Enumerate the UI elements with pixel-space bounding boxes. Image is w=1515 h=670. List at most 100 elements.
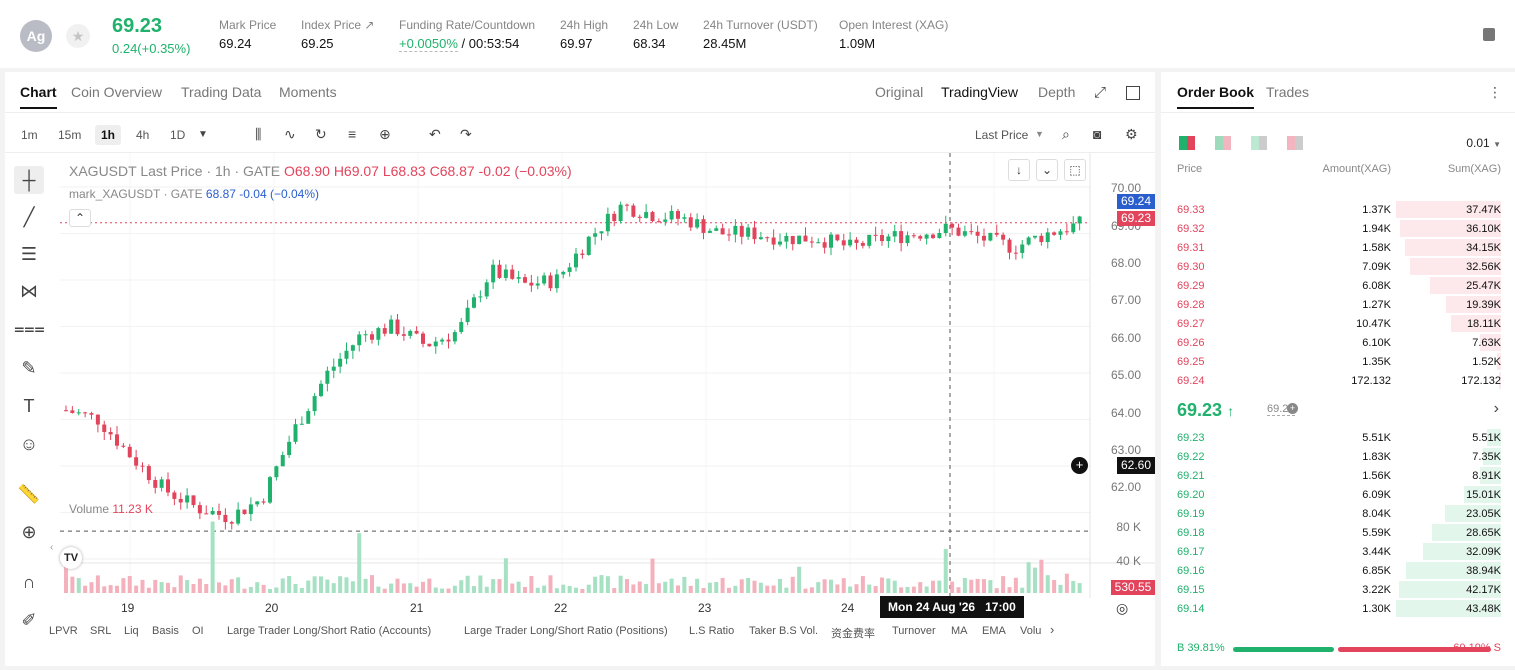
ask-row[interactable]: 69.30 7.09K 32.56K xyxy=(1161,257,1515,276)
indicator-taker-vol[interactable]: Taker B.S Vol. xyxy=(749,625,819,637)
tab-order-book[interactable]: Order Book xyxy=(1177,84,1255,109)
candle xyxy=(299,423,304,425)
ask-row[interactable]: 69.27 10.47K 18.11K xyxy=(1161,314,1515,333)
ruler-icon[interactable]: 📏 xyxy=(17,484,41,504)
volume-bar xyxy=(115,585,119,593)
ask-row[interactable]: 69.33 1.37K 37.47K xyxy=(1161,200,1515,219)
eraser-icon[interactable]: ✐ xyxy=(21,610,37,630)
search-icon[interactable]: ⌕ xyxy=(1062,126,1070,142)
price-type-select[interactable]: Last Price xyxy=(975,128,1029,142)
bid-row[interactable]: 69.14 1.30K 43.48K xyxy=(1161,599,1515,618)
ask-row[interactable]: 69.26 6.10K 7.63K xyxy=(1161,333,1515,352)
indicator-basis[interactable]: Basis xyxy=(152,625,179,637)
chevron-right-icon[interactable]: › xyxy=(1493,400,1499,417)
fullscreen-button[interactable]: ⬚ xyxy=(1064,159,1086,181)
chevron-right-icon[interactable]: › xyxy=(1050,622,1055,637)
zoom-in-icon[interactable]: ⊕ xyxy=(21,522,37,542)
tab-coin-overview[interactable]: Coin Overview xyxy=(71,84,163,100)
view-depth[interactable]: Depth xyxy=(1038,84,1076,100)
ask-row[interactable]: 69.29 6.08K 25.47K xyxy=(1161,276,1515,295)
tab-trades[interactable]: Trades xyxy=(1266,84,1310,100)
bid-row[interactable]: 69.23 5.51K 5.51K xyxy=(1161,428,1515,447)
ask-row[interactable]: 69.24 172.132 172.132 xyxy=(1161,371,1515,390)
volume-bar xyxy=(236,577,241,593)
more-icon[interactable]: ⋮ xyxy=(1488,84,1502,100)
magnet-icon[interactable]: ∩ xyxy=(22,572,36,592)
gear-icon[interactable]: ⚙ xyxy=(1125,126,1138,142)
ask-row[interactable]: 69.32 1.94K 36.10K xyxy=(1161,219,1515,238)
interval-15m[interactable]: 15m xyxy=(58,128,82,142)
camera-icon[interactable]: ◙ xyxy=(1093,126,1102,142)
bid-row[interactable]: 69.22 1.83K 7.35K xyxy=(1161,447,1515,466)
undo-icon[interactable]: ↶ xyxy=(429,126,441,142)
tab-chart[interactable]: Chart xyxy=(20,84,57,109)
ask-row[interactable]: 69.31 1.58K 34.15K xyxy=(1161,238,1515,257)
interval-1h[interactable]: 1h xyxy=(95,125,122,145)
channel-icon[interactable]: ☰ xyxy=(20,244,38,264)
indicator-volume[interactable]: Volu xyxy=(1020,625,1042,637)
expand-icon[interactable]: ⤢ xyxy=(1094,84,1107,101)
indicator-ema[interactable]: EMA xyxy=(982,625,1006,637)
indicator-ls-ratio[interactable]: L.S Ratio xyxy=(689,625,735,637)
text-icon[interactable]: T xyxy=(23,396,35,416)
indicator-ma[interactable]: MA xyxy=(951,625,968,637)
mid-price[interactable]: 69.23 ↑ xyxy=(1177,400,1234,421)
indicator-turnover[interactable]: Turnover xyxy=(892,625,936,637)
view-tradingview[interactable]: TradingView xyxy=(941,84,1019,100)
pattern-icon[interactable]: ⋈ xyxy=(20,281,38,301)
indicator-ltlsr-positions[interactable]: Large Trader Long/Short Ratio (Positions… xyxy=(464,625,668,637)
bid-row[interactable]: 69.16 6.85K 38.94K xyxy=(1161,561,1515,580)
bid-row[interactable]: 69.15 3.22K 42.17K xyxy=(1161,580,1515,599)
emoji-icon[interactable]: ☺ xyxy=(19,434,39,454)
interval-4h[interactable]: 4h xyxy=(136,128,150,142)
chevron-down-icon[interactable]: ▼ xyxy=(198,129,208,140)
bid-row[interactable]: 69.21 1.56K 8.91K xyxy=(1161,466,1515,485)
compare-icon[interactable]: ↻ xyxy=(315,126,327,142)
bid-row[interactable]: 69.19 8.04K 23.05K xyxy=(1161,504,1515,523)
bid-row[interactable]: 69.17 3.44K 32.09K xyxy=(1161,542,1515,561)
indicator-ltlsr-accounts[interactable]: Large Trader Long/Short Ratio (Accounts) xyxy=(227,625,432,637)
fib-icon[interactable]: ⩶ xyxy=(14,318,45,338)
collapse-button[interactable]: ⌄ xyxy=(1036,159,1058,181)
indicators-icon[interactable]: ∿ xyxy=(284,126,296,142)
view-bids-icon[interactable] xyxy=(1215,136,1231,150)
favorite-star-icon[interactable]: ★ xyxy=(66,24,90,48)
view-asks-icon[interactable] xyxy=(1287,136,1303,150)
chevron-left-icon[interactable]: ‹ xyxy=(50,542,54,553)
view-split-icon[interactable] xyxy=(1251,136,1267,150)
tick-size-select[interactable]: 0.01 ▼ xyxy=(1466,136,1501,150)
redo-icon[interactable]: ↷ xyxy=(460,126,472,142)
add-order-icon[interactable]: + xyxy=(1071,457,1088,474)
bid-row[interactable]: 69.18 5.59K 28.65K xyxy=(1161,523,1515,542)
ask-row[interactable]: 69.28 1.27K 19.39K xyxy=(1161,295,1515,314)
indicator-liq[interactable]: Liq xyxy=(124,625,139,637)
indicator-oi[interactable]: OI xyxy=(192,625,204,637)
candles-icon[interactable]: ⫼ xyxy=(255,126,262,142)
bid-row[interactable]: 69.20 6.09K 15.01K xyxy=(1161,485,1515,504)
scroll-down-button[interactable]: ↓ xyxy=(1008,159,1030,181)
tab-trading-data[interactable]: Trading Data xyxy=(181,84,262,100)
brush-icon[interactable]: ✎ xyxy=(21,358,37,378)
interval-1m[interactable]: 1m xyxy=(21,128,38,142)
indicator-srl[interactable]: SRL xyxy=(90,625,112,637)
crosshair-icon[interactable]: ┼ xyxy=(14,166,44,194)
trend-line-icon[interactable]: ╱ xyxy=(23,207,35,227)
price-chart[interactable] xyxy=(60,153,1155,598)
interval-1d[interactable]: 1D xyxy=(170,128,186,142)
view-original[interactable]: Original xyxy=(875,84,924,100)
volume-bar xyxy=(293,583,298,593)
indicator-funding-rate[interactable]: 资金费率 xyxy=(831,628,875,640)
candle xyxy=(746,227,751,237)
chevron-down-icon[interactable]: ▼ xyxy=(1035,129,1044,139)
settings-icon[interactable]: ◎ xyxy=(1116,600,1129,616)
view-both-icon[interactable] xyxy=(1179,136,1195,150)
ask-row[interactable]: 69.25 1.35K 1.52K xyxy=(1161,352,1515,371)
document-icon[interactable] xyxy=(1483,28,1495,41)
templates-icon[interactable]: ≡ xyxy=(348,126,357,142)
collapse-legend-button[interactable]: ⌃ xyxy=(69,209,91,227)
indicator-lpvr[interactable]: LPVR xyxy=(49,625,78,637)
stat-index-price[interactable]: Index Price ↗ 69.25 xyxy=(301,18,374,51)
add-alert-icon[interactable]: ⊕ xyxy=(379,126,391,142)
window-icon[interactable] xyxy=(1126,86,1140,100)
tab-moments[interactable]: Moments xyxy=(279,84,337,100)
